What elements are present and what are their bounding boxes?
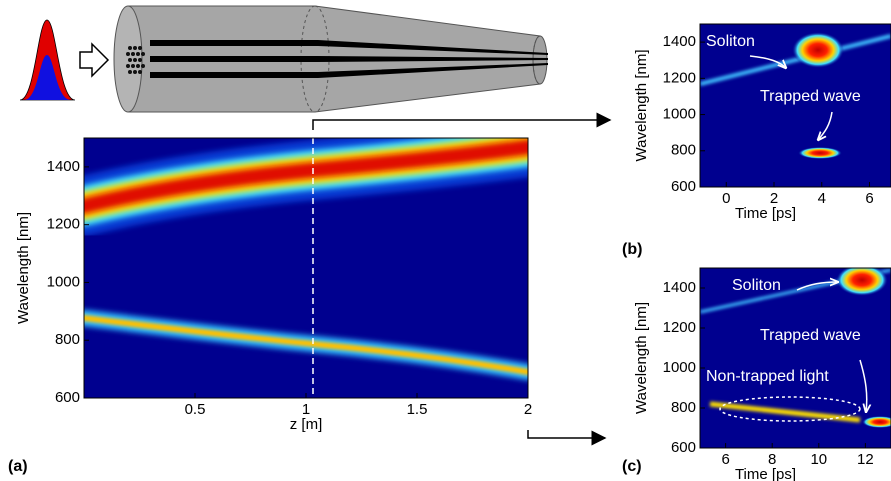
y-tick-label: 1400 xyxy=(663,33,696,50)
x-tick-label: 4 xyxy=(818,190,826,207)
x-tick-label: 12 xyxy=(857,451,874,468)
x-tick-label: 6 xyxy=(721,451,729,468)
annotation: Trapped wave xyxy=(760,88,861,105)
y-axis-label: Wavelength [nm] xyxy=(633,302,650,414)
x-tick-label: 10 xyxy=(810,451,827,468)
y-tick-label: 800 xyxy=(671,142,696,159)
y-tick-label: 800 xyxy=(55,331,80,348)
x-tick-label: 2 xyxy=(770,190,778,207)
x-tick-label: 1.5 xyxy=(407,401,428,418)
y-tick-label: 1400 xyxy=(47,158,80,175)
panel-label: (b) xyxy=(622,241,642,258)
fiber-schematic xyxy=(19,5,548,113)
y-tick-label: 1200 xyxy=(663,319,696,336)
y-tick-label: 600 xyxy=(671,439,696,456)
y-tick-label: 600 xyxy=(671,178,696,195)
annotation: Soliton xyxy=(732,277,781,294)
x-tick-label: 0.5 xyxy=(185,401,206,418)
plot-frame xyxy=(699,267,891,449)
y-tick-label: 1000 xyxy=(663,359,696,376)
y-tick-label: 1400 xyxy=(663,279,696,296)
heatmap-c xyxy=(700,268,891,448)
y-tick-label: 1000 xyxy=(47,273,80,290)
plot-frame xyxy=(699,23,891,188)
x-tick-label: 8 xyxy=(768,451,776,468)
y-tick-label: 800 xyxy=(671,399,696,416)
annotation: Non-trapped light xyxy=(706,368,829,385)
annotation: Trapped wave xyxy=(760,327,861,344)
annotation: Soliton xyxy=(706,33,755,50)
heatmap-b xyxy=(700,24,891,187)
connector-arrows xyxy=(312,112,612,446)
panel-label: (c) xyxy=(622,458,642,475)
x-tick-label: 1 xyxy=(302,401,310,418)
y-axis-label: Wavelength [nm] xyxy=(633,50,650,162)
x-axis-label: Time [ps] xyxy=(735,466,796,481)
panel-label: (a) xyxy=(8,458,28,475)
y-tick-label: 1200 xyxy=(47,216,80,233)
x-tick-label: 2 xyxy=(524,401,532,418)
y-tick-label: 1200 xyxy=(663,69,696,86)
x-tick-label: 6 xyxy=(865,190,873,207)
heatmap-a xyxy=(84,138,528,398)
y-axis-label: Wavelength [nm] xyxy=(15,212,32,324)
annotation-arrows xyxy=(749,55,867,412)
x-axis-label: z [m] xyxy=(290,416,323,433)
x-axis-label: Time [ps] xyxy=(735,205,796,222)
y-tick-label: 600 xyxy=(55,389,80,406)
y-tick-label: 1000 xyxy=(663,106,696,123)
x-tick-label: 0 xyxy=(722,190,730,207)
